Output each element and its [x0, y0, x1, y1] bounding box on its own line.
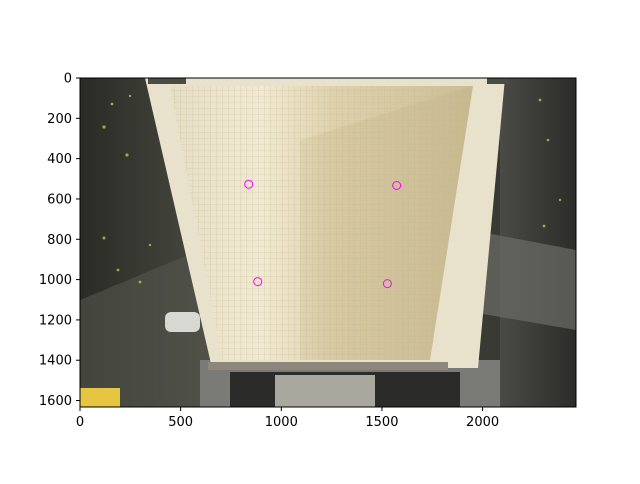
- x-tick-label: 1000: [265, 415, 298, 430]
- y-tick-label: 200: [47, 112, 72, 127]
- x-axis: 0 500 1000 1500 2000: [76, 407, 499, 430]
- y-tick-label: 600: [47, 192, 72, 207]
- x-tick-label: 1500: [365, 415, 398, 430]
- scatter-point: [392, 180, 402, 190]
- axes-frame: [79, 77, 577, 408]
- scatter-point: [244, 179, 254, 189]
- x-tick-label: 2000: [466, 415, 499, 430]
- y-axis: 0 200 400 600 800 1000 1200 1400 1600: [39, 72, 80, 409]
- x-tick-label: 500: [168, 415, 193, 430]
- x-tick-label: 0: [76, 415, 84, 430]
- background-photo: [80, 78, 576, 407]
- y-tick-label: 400: [47, 152, 72, 167]
- scatter-point: [382, 279, 392, 289]
- y-tick-label: 0: [64, 72, 72, 87]
- scatter-point: [253, 277, 263, 287]
- scatter-points: [244, 179, 402, 289]
- y-tick-label: 1600: [39, 394, 72, 409]
- y-tick-label: 1000: [39, 273, 72, 288]
- y-tick-label: 1400: [39, 354, 72, 369]
- y-tick-label: 1200: [39, 313, 72, 328]
- y-tick-label: 800: [47, 233, 72, 248]
